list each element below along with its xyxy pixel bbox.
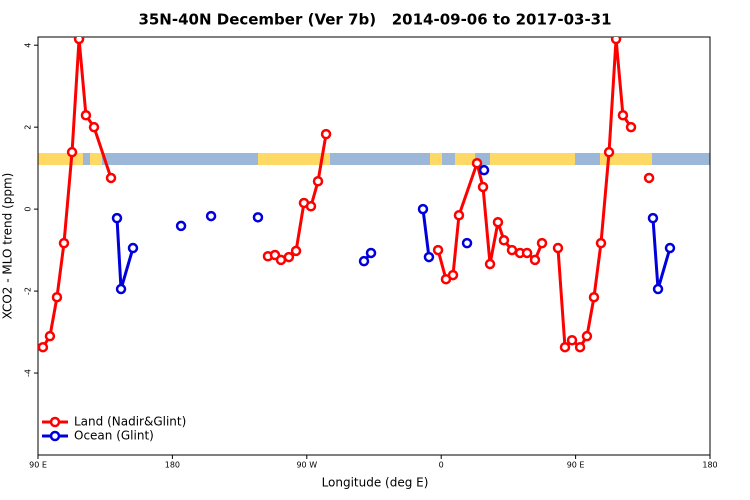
point [88, 121, 100, 133]
point [588, 291, 600, 303]
legend-marker [49, 416, 61, 428]
point [365, 247, 377, 259]
point [175, 220, 187, 232]
y-axis-title: XCO2 - MLO trend (ppm) [1, 173, 15, 320]
point [643, 172, 655, 184]
point [111, 212, 123, 224]
series-line [115, 208, 672, 290]
y-tick-label: -2 [24, 287, 33, 295]
y-tick-label: 2 [24, 125, 33, 130]
point [66, 146, 78, 158]
point [484, 258, 496, 270]
point [595, 237, 607, 249]
y-tick-label: 4 [24, 43, 33, 48]
x-tick-label: 90 W [296, 461, 317, 470]
series-line [43, 39, 649, 347]
point [536, 237, 548, 249]
point [559, 341, 571, 353]
point [423, 251, 435, 263]
y-tick-label: -4 [24, 369, 33, 377]
point [73, 37, 85, 45]
point [453, 210, 465, 221]
point [652, 283, 664, 295]
point [80, 110, 92, 121]
land-ocean-strip [38, 153, 710, 165]
x-tick-label: 90 E [29, 461, 47, 470]
point [498, 235, 510, 246]
point [529, 254, 541, 266]
chart-title: 35N-40N December (Ver 7b) 2014-09-06 to … [138, 11, 611, 29]
point [574, 341, 586, 353]
point [58, 237, 70, 249]
point [521, 247, 533, 259]
point [205, 210, 217, 222]
x-tick-label: 180 [702, 461, 717, 470]
y-tick-label: 0 [24, 207, 33, 212]
point [603, 146, 615, 158]
point [625, 121, 637, 133]
point [478, 164, 490, 176]
point [252, 212, 264, 223]
point [552, 242, 564, 254]
point [312, 176, 324, 187]
point [447, 269, 459, 281]
point [127, 242, 139, 254]
x-tick-label: 0 [439, 461, 444, 470]
legend-label: Ocean (Glint) [74, 429, 154, 443]
point [506, 244, 518, 256]
point [320, 128, 332, 140]
point [51, 291, 63, 303]
x-tick-label: 180 [165, 461, 180, 470]
point [432, 244, 444, 256]
point [471, 157, 483, 169]
point [305, 200, 317, 212]
point [617, 110, 629, 121]
plot-frame [37, 36, 711, 456]
point [610, 37, 622, 45]
legend-label: Land (Nadir&Glint) [74, 415, 186, 429]
point [44, 330, 56, 342]
point [417, 203, 429, 215]
point [358, 255, 370, 267]
x-tick-label: 90 E [567, 461, 585, 470]
point [38, 341, 49, 353]
point [581, 330, 593, 342]
point [647, 212, 659, 224]
point [566, 335, 578, 346]
point [492, 216, 504, 228]
point [290, 245, 302, 257]
point [105, 172, 117, 184]
legend-marker [49, 430, 61, 442]
point [283, 251, 295, 263]
point [477, 181, 489, 193]
x-axis-title: Longitude (deg E) [322, 476, 429, 490]
point [461, 237, 473, 249]
point [115, 283, 127, 295]
point [664, 242, 676, 254]
